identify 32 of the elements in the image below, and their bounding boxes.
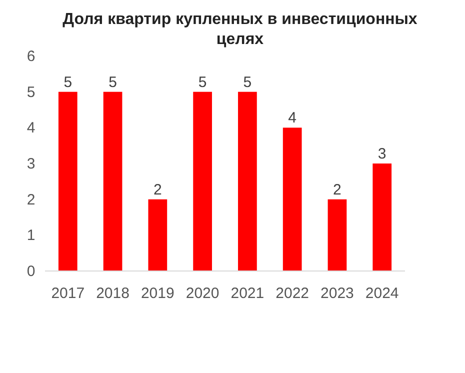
x-tick-label: 2019 <box>140 285 174 302</box>
data-label: 5 <box>64 74 72 91</box>
chart-title: Доля квартир купленных в инвестиционных целях <box>62 11 418 48</box>
bar <box>328 199 347 271</box>
x-tick-label: 2018 <box>96 285 130 302</box>
data-label: 3 <box>378 146 386 162</box>
bar <box>372 164 392 271</box>
bar <box>58 92 78 271</box>
data-label: 5 <box>198 74 207 91</box>
data-label: 5 <box>108 74 117 91</box>
y-tick-label: 4 <box>26 120 36 137</box>
x-tick-label: 2022 <box>276 285 310 302</box>
y-tick-label: 1 <box>26 227 36 244</box>
y-tick-label: 0 <box>26 263 36 280</box>
y-tick-label: 6 <box>26 48 36 65</box>
y-tick-label: 2 <box>26 191 36 208</box>
data-label: 2 <box>153 181 162 198</box>
y-tick-label: 3 <box>26 156 36 172</box>
y-tick-label: 5 <box>26 84 36 101</box>
x-tick-label: 2020 <box>186 285 220 302</box>
data-label: 2 <box>333 181 342 198</box>
bar <box>193 92 212 271</box>
bar <box>148 199 168 271</box>
bar <box>103 92 122 271</box>
bar <box>282 128 302 271</box>
x-tick-label: 2017 <box>51 285 85 302</box>
x-tick-label: 2023 <box>320 285 354 302</box>
x-tick-label: 2024 <box>365 285 399 302</box>
data-label: 5 <box>243 74 252 91</box>
x-tick-label: 2021 <box>230 285 264 302</box>
bar <box>238 92 257 271</box>
data-label: 4 <box>288 110 297 127</box>
